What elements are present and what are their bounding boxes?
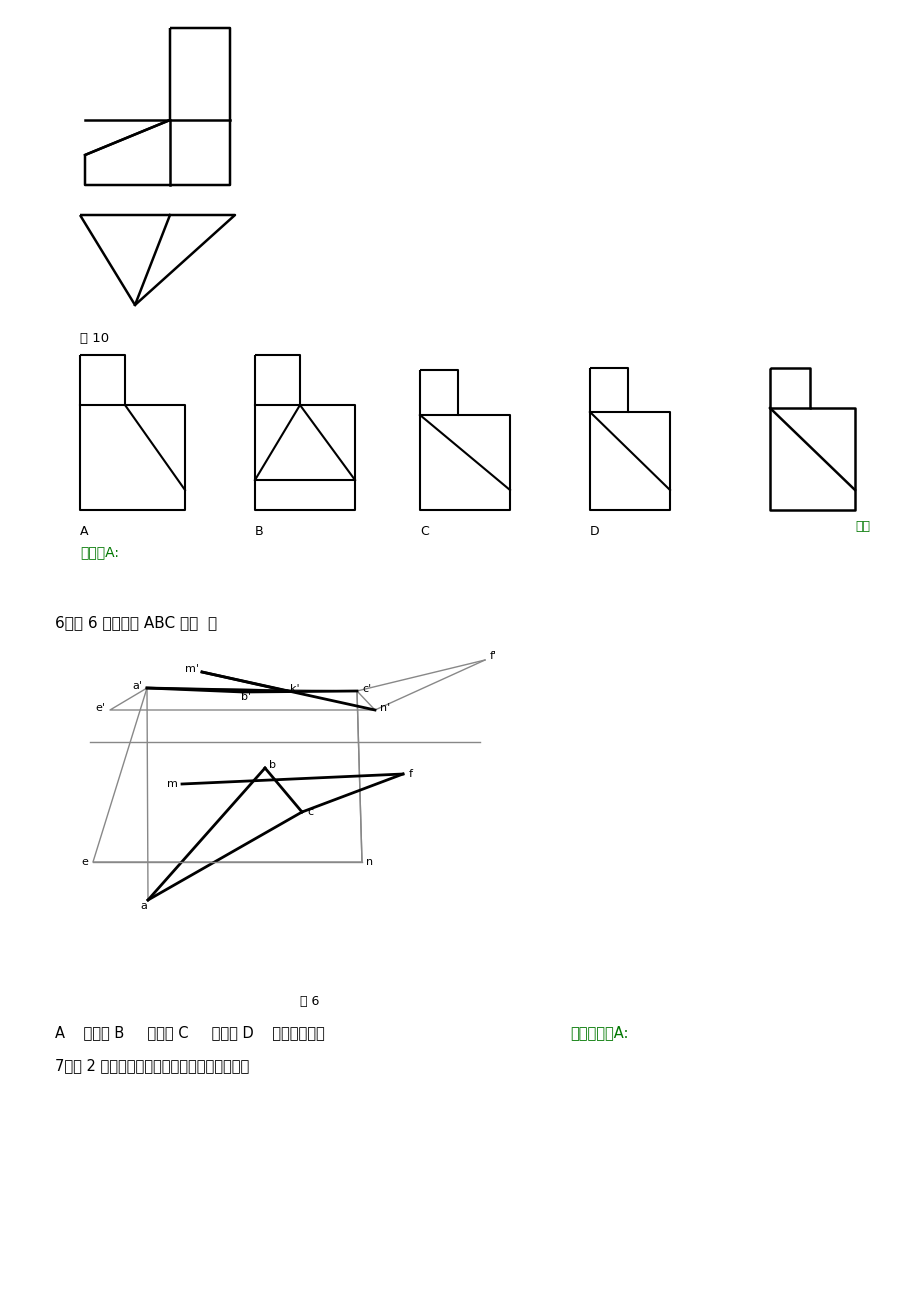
Text: k': k' [289, 684, 300, 694]
Text: n: n [366, 857, 373, 867]
Text: 参考: 参考 [854, 519, 869, 533]
Text: e': e' [95, 703, 105, 713]
Text: a: a [141, 901, 147, 911]
Text: c: c [307, 807, 312, 816]
Text: f: f [409, 769, 413, 779]
Text: A    水平面 B     侧平面 C     正平面 D    一般位置平面: A 水平面 B 侧平面 C 正平面 D 一般位置平面 [55, 1025, 324, 1040]
Text: B: B [255, 525, 264, 538]
Text: e: e [82, 857, 88, 867]
Text: 7．图 2 中，各投影面上的重影点共有（）个。: 7．图 2 中，各投影面上的重影点共有（）个。 [55, 1059, 249, 1073]
Text: b': b' [241, 691, 251, 702]
Text: 参考答案：A:: 参考答案：A: [570, 1025, 628, 1040]
Text: m: m [166, 779, 177, 789]
Text: C: C [420, 525, 428, 538]
Text: n': n' [380, 703, 390, 713]
Text: m': m' [185, 664, 199, 674]
Text: 6．图 6 中，平面 ABC 为（  ）: 6．图 6 中，平面 ABC 为（ ） [55, 615, 217, 630]
Text: D: D [589, 525, 599, 538]
Text: c': c' [362, 684, 371, 694]
Text: a': a' [131, 681, 142, 691]
Text: f': f' [489, 651, 496, 661]
Text: b: b [269, 760, 277, 769]
Text: 图 10: 图 10 [80, 332, 109, 345]
Text: 答案：A:: 答案：A: [80, 546, 119, 559]
Text: 图 6: 图 6 [300, 995, 319, 1008]
Text: A: A [80, 525, 88, 538]
